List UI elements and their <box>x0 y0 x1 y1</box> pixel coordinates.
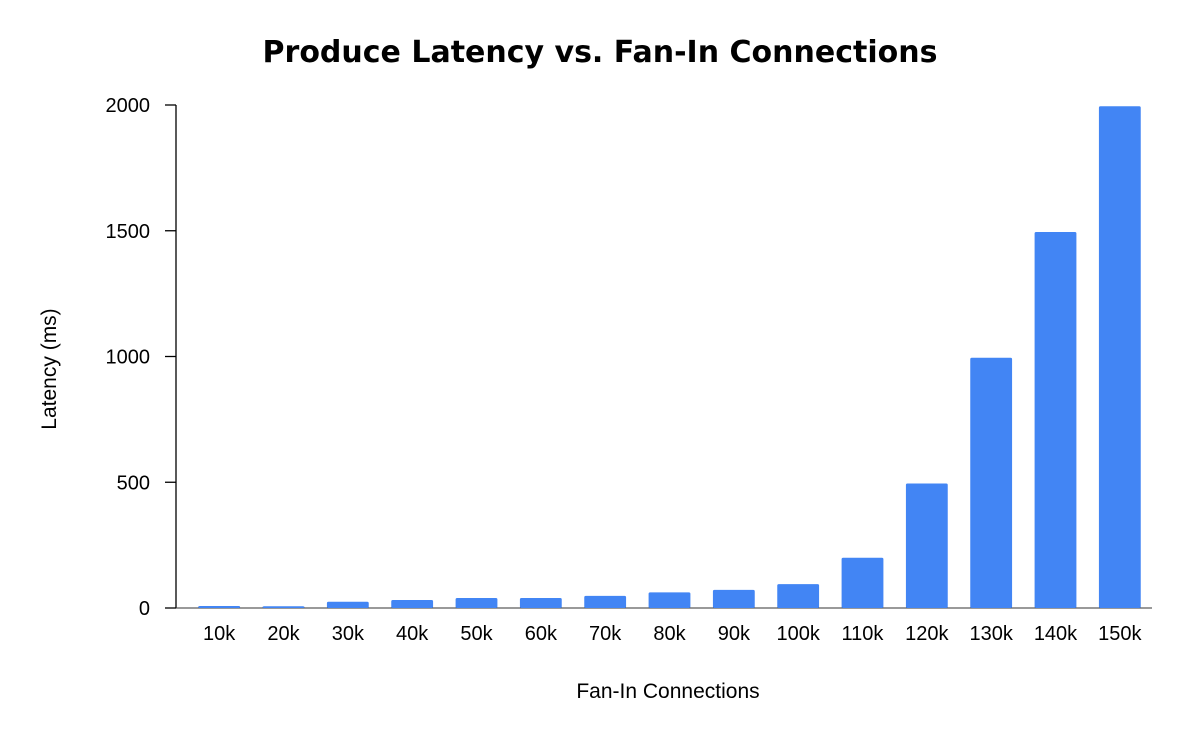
x-tick-label: 10k <box>203 623 236 645</box>
x-tick-label: 70k <box>589 623 622 645</box>
x-tick-label: 60k <box>525 623 558 645</box>
y-tick-label: 500 <box>117 472 150 494</box>
bar-20k <box>262 606 305 608</box>
bar-30k <box>326 601 369 608</box>
bar-60k <box>519 597 562 608</box>
y-tick-label: 0 <box>139 598 150 620</box>
bar-110k <box>841 557 884 608</box>
x-tick-label: 150k <box>1098 623 1142 645</box>
x-tick-label: 140k <box>1034 623 1078 645</box>
x-tick-label: 30k <box>332 623 365 645</box>
x-tick-label: 40k <box>396 623 429 645</box>
x-tick-label: 80k <box>653 623 686 645</box>
x-axis-title: Fan-In Connections <box>576 680 759 703</box>
bar-10k <box>198 605 241 608</box>
bar-70k <box>584 595 627 608</box>
bar-80k <box>648 592 691 608</box>
x-tick-label: 20k <box>267 623 300 645</box>
bar-100k <box>777 584 820 608</box>
x-tick-label: 120k <box>905 623 949 645</box>
y-axis-title: Latency (ms) <box>38 308 61 429</box>
x-tick-label: 90k <box>718 623 751 645</box>
x-tick-label: 50k <box>460 623 493 645</box>
bar-120k <box>905 483 948 608</box>
bar-40k <box>391 599 434 608</box>
y-tick-label: 2000 <box>106 95 151 117</box>
bar-150k <box>1098 106 1141 608</box>
bar-140k <box>1034 232 1077 608</box>
bar-50k <box>455 597 498 608</box>
plot-area: 0 500 1000 1500 2000 10k 20k 30k 40k 50k 60k 70k 80k… <box>106 95 1152 645</box>
x-tick-label: 130k <box>969 623 1013 645</box>
bar-90k <box>712 589 755 608</box>
bar-130k <box>970 357 1013 608</box>
y-tick-label: 1000 <box>106 347 151 369</box>
x-tick-label: 100k <box>776 623 820 645</box>
chart-title: Produce Latency vs. Fan-In Connections <box>263 35 938 70</box>
x-tick-label: 110k <box>842 623 885 645</box>
y-tick-label: 1500 <box>106 221 151 243</box>
